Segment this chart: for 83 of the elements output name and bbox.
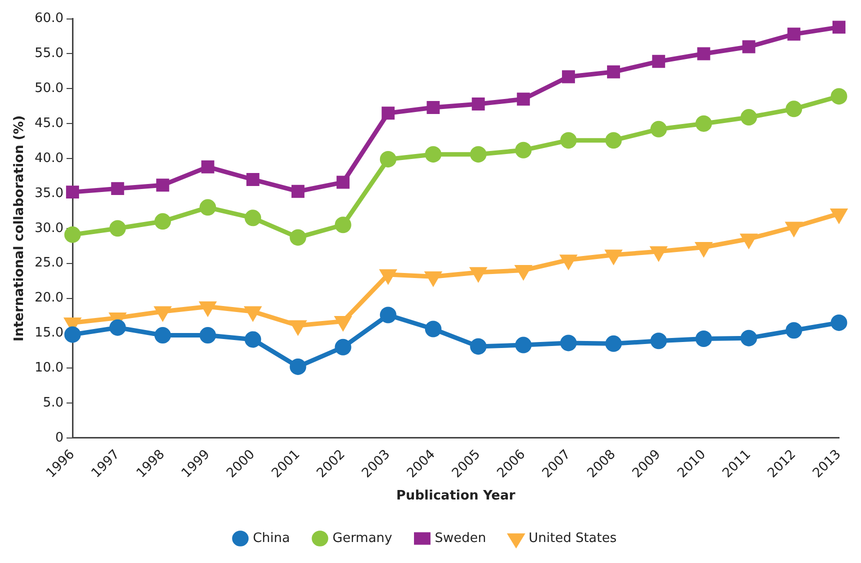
point bbox=[244, 331, 262, 348]
point bbox=[380, 269, 396, 283]
point bbox=[606, 250, 621, 264]
point bbox=[605, 132, 622, 149]
legend-label: Sweden bbox=[434, 530, 486, 546]
point bbox=[741, 234, 756, 248]
point bbox=[695, 115, 712, 132]
point bbox=[607, 65, 620, 78]
point bbox=[786, 100, 802, 118]
point bbox=[650, 120, 667, 138]
point bbox=[246, 172, 260, 186]
point bbox=[470, 146, 487, 163]
y-axis-title: International collaboration (%) bbox=[12, 115, 28, 342]
point bbox=[336, 176, 350, 189]
point bbox=[605, 335, 622, 352]
point bbox=[380, 306, 396, 324]
point bbox=[740, 109, 758, 126]
point bbox=[424, 320, 442, 338]
y-tick-label: 25.0 bbox=[34, 256, 64, 271]
point bbox=[201, 160, 214, 174]
point bbox=[697, 47, 710, 60]
point bbox=[470, 267, 486, 281]
point bbox=[562, 70, 575, 84]
point bbox=[380, 150, 396, 168]
point bbox=[695, 330, 712, 348]
point bbox=[64, 326, 81, 343]
y-tick-label: 60.0 bbox=[34, 11, 64, 26]
point bbox=[650, 332, 667, 350]
legend-label: China bbox=[252, 530, 290, 546]
point bbox=[290, 358, 306, 375]
y-tick-label: 20.0 bbox=[34, 290, 64, 306]
point bbox=[561, 254, 576, 268]
point bbox=[424, 146, 442, 163]
point bbox=[291, 184, 304, 198]
point bbox=[290, 229, 306, 246]
point bbox=[516, 265, 531, 279]
y-tick-label: 0 bbox=[55, 430, 64, 446]
y-tick-label: 45.0 bbox=[34, 116, 64, 131]
y-tick-label: 30.0 bbox=[34, 220, 64, 236]
y-tick-label: 10.0 bbox=[34, 360, 64, 376]
point bbox=[830, 314, 848, 331]
point bbox=[515, 336, 532, 354]
point bbox=[830, 88, 848, 105]
point bbox=[66, 186, 80, 199]
point bbox=[472, 98, 485, 111]
point bbox=[156, 178, 170, 192]
point bbox=[154, 213, 171, 230]
point bbox=[111, 182, 124, 196]
point bbox=[334, 338, 352, 356]
point bbox=[515, 142, 532, 158]
point bbox=[334, 216, 352, 234]
y-tick-label: 40.0 bbox=[34, 150, 64, 166]
point bbox=[200, 199, 216, 216]
point bbox=[426, 101, 440, 114]
y-tick-label: 5.0 bbox=[42, 395, 64, 410]
point bbox=[516, 92, 530, 106]
legend-label: United States bbox=[528, 530, 617, 546]
point bbox=[382, 106, 395, 120]
point bbox=[290, 320, 306, 334]
point bbox=[560, 132, 577, 149]
point bbox=[787, 28, 800, 41]
point bbox=[64, 226, 81, 243]
point bbox=[832, 20, 846, 34]
legend-label: Germany bbox=[332, 530, 393, 546]
point bbox=[109, 220, 126, 237]
y-tick-label: 35.0 bbox=[34, 186, 64, 201]
point bbox=[154, 327, 171, 344]
y-tick-label: 15.0 bbox=[34, 326, 64, 341]
point bbox=[109, 319, 126, 336]
point bbox=[651, 246, 666, 260]
point bbox=[244, 210, 262, 226]
point bbox=[786, 222, 802, 236]
point bbox=[336, 316, 350, 330]
x-axis-title: Publication Year bbox=[396, 488, 516, 504]
point bbox=[740, 330, 758, 346]
point bbox=[470, 338, 487, 355]
y-tick-label: 50.0 bbox=[34, 81, 64, 96]
point bbox=[652, 54, 666, 68]
y-tick-label: 55.0 bbox=[34, 46, 64, 62]
point bbox=[200, 327, 216, 344]
point bbox=[560, 334, 577, 352]
point bbox=[742, 40, 756, 54]
point bbox=[786, 322, 802, 339]
